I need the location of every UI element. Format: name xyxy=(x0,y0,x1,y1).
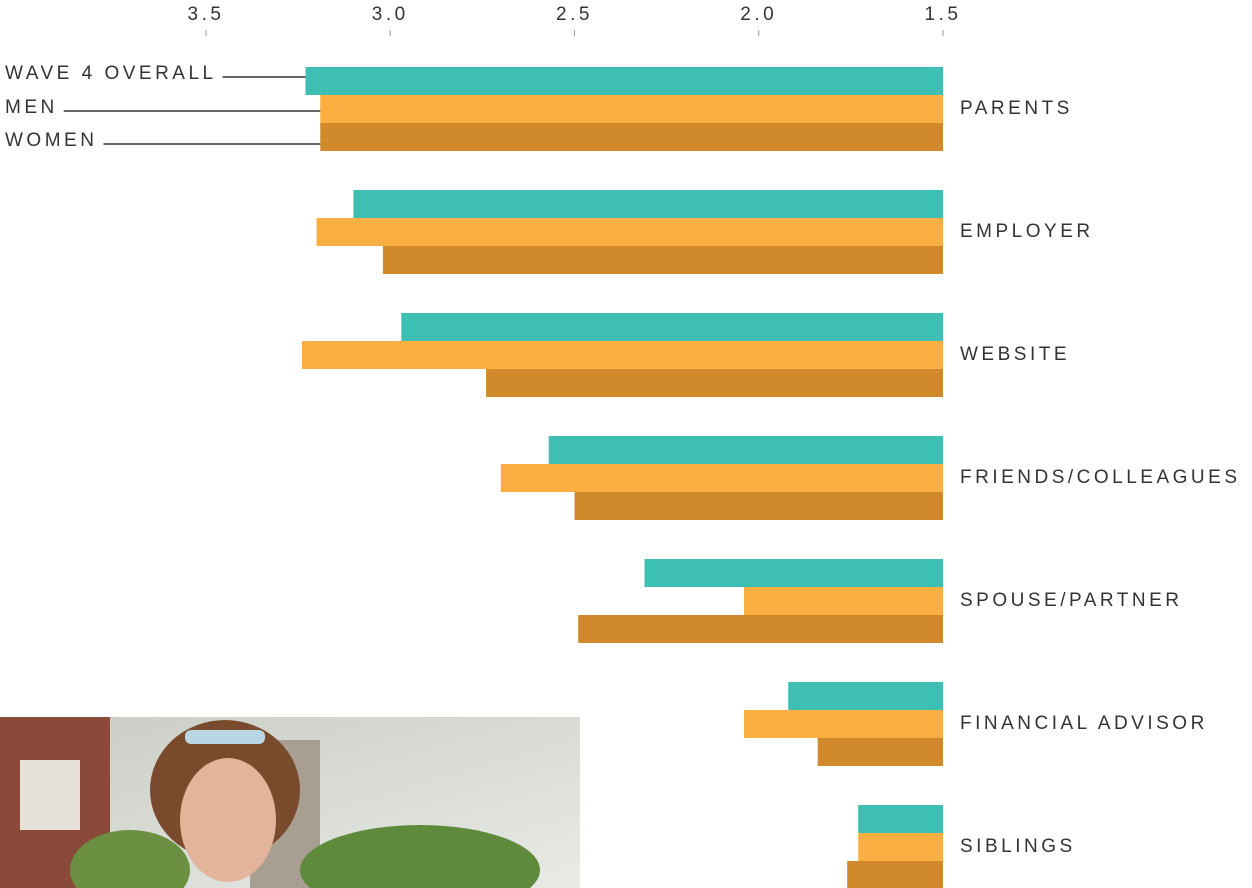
bar xyxy=(302,341,943,369)
bar xyxy=(575,492,944,520)
bar xyxy=(317,218,943,246)
bar xyxy=(847,861,943,888)
legend-label: WOMEN xyxy=(5,130,97,151)
bar xyxy=(645,559,943,587)
bar xyxy=(320,123,943,151)
category-label: WEBSITE xyxy=(960,344,1070,365)
bar xyxy=(549,436,943,464)
category-label: PARENTS xyxy=(960,98,1073,119)
category-label: FINANCIAL ADVISOR xyxy=(960,713,1208,734)
category-label: FRIENDS/COLLEAGUES xyxy=(960,467,1241,488)
bar xyxy=(383,246,943,274)
bar xyxy=(818,738,943,766)
x-tick-label: 3.5 xyxy=(188,4,225,25)
photo xyxy=(0,717,580,888)
bar xyxy=(305,67,943,95)
x-tick-label: 2.5 xyxy=(556,4,593,25)
x-tick-label: 1.5 xyxy=(925,4,962,25)
chart: 3.5 3.0 2.5 2.0 1.5 PARENTS EMPLOYER WEBSITE FRI… xyxy=(0,0,1252,888)
category-label: SIBLINGS xyxy=(960,836,1076,857)
bar xyxy=(401,313,943,341)
bar xyxy=(858,833,943,861)
bar xyxy=(578,615,943,643)
category-label: EMPLOYER xyxy=(960,221,1094,242)
bar xyxy=(486,369,943,397)
x-tick-label: 3.0 xyxy=(372,4,409,25)
bar xyxy=(744,710,943,738)
bar xyxy=(353,190,943,218)
legend-label: WAVE 4 OVERALL xyxy=(5,63,217,84)
bar xyxy=(788,682,943,710)
bar xyxy=(858,805,943,833)
bar xyxy=(501,464,943,492)
bar xyxy=(744,587,943,615)
category-label: SPOUSE/PARTNER xyxy=(960,590,1183,611)
bar xyxy=(320,95,943,123)
legend-label: MEN xyxy=(5,97,58,118)
x-tick-label: 2.0 xyxy=(740,4,777,25)
